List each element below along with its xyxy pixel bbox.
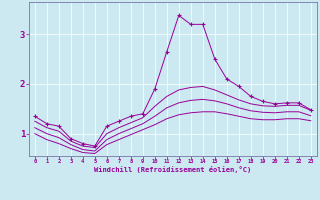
X-axis label: Windchill (Refroidissement éolien,°C): Windchill (Refroidissement éolien,°C): [94, 166, 252, 173]
